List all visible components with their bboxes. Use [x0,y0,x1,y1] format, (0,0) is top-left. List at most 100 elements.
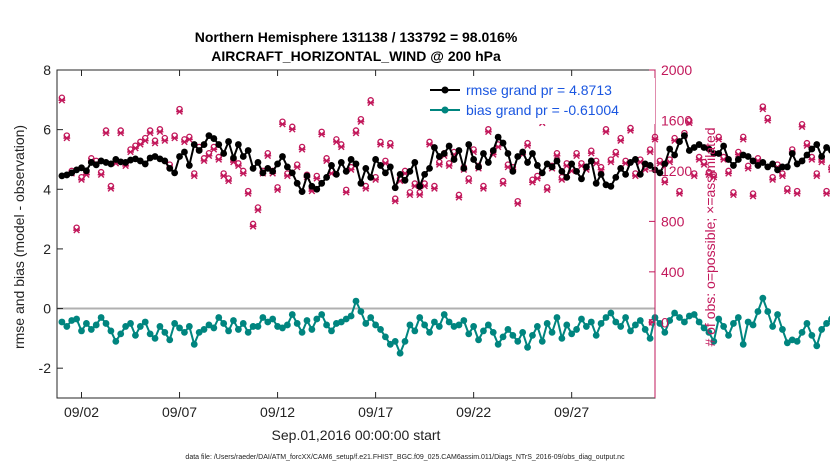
obs-assimilated-marker [367,99,375,107]
obs-assimilated-marker [749,192,757,200]
y-tick-label: 2 [43,241,51,257]
rmse-point [401,176,409,184]
rmse-point [411,159,419,166]
obs-assimilated-marker [529,178,536,186]
bias-point [793,337,801,345]
obs-assimilated-marker [573,152,580,160]
bias-point [636,317,644,324]
bias-point [529,331,536,339]
obs-assimilated-marker [63,134,71,142]
bias-point [715,315,723,323]
bias-point [279,324,286,332]
y-tick-label: 8 [43,62,51,78]
rmse-point [524,159,531,166]
obs-assimilated-marker [730,191,737,199]
obs-assimilated-marker [798,123,806,131]
obs-assimilated-marker [288,125,296,133]
rmse-point [592,179,600,187]
bias-point [92,321,100,329]
rmse-point [499,139,507,147]
y-right-tick-label: 400 [661,264,685,280]
rmse-point [573,167,580,175]
rmse-point [631,156,639,163]
bias-point [705,329,713,336]
bias-point [666,317,674,324]
rmse-point [730,162,737,169]
bias-point [813,342,821,350]
bias-point [470,323,478,330]
bias-point [205,321,213,329]
rmse-point [783,163,791,171]
plot-area [57,70,655,398]
bias-point [357,308,365,315]
bias-point [582,323,590,330]
bias-point [681,318,688,326]
obs-assimilated-marker [445,162,453,170]
rmse-point [754,162,762,169]
bias-point [700,324,708,332]
rmse-point [450,156,458,163]
obs-assimilated-marker [215,156,223,163]
rmse-point [744,153,752,160]
obs-assimilated-marker [97,171,105,179]
bias-point [475,336,482,344]
obs-assimilated-marker [171,134,179,142]
bias-point [612,318,620,326]
bias-point [362,320,370,327]
obs-assimilated-marker [744,165,752,172]
bias-point [783,339,791,347]
bias-point [597,320,605,327]
bias-point [484,321,492,329]
obs-assimilated-marker [151,139,159,147]
bias-point [504,326,512,333]
obs-assimilated-marker [176,108,183,115]
rmse-point [725,156,732,163]
rmse-point [367,173,375,181]
obs-assimilated-marker [431,185,438,192]
bias-point [587,318,595,326]
bias-point [524,343,531,351]
bias-point [156,323,164,330]
bias-point [391,337,399,345]
obs-assimilated-marker [769,176,777,184]
obs-assimilated-marker [254,206,262,214]
rmse-point [303,172,311,180]
y-right-tick-label: 1200 [661,163,692,179]
rmse-point [720,142,728,150]
rmse-point [597,170,605,178]
rmse-point [612,173,620,181]
rmse-series [58,132,830,196]
obs-assimilated-marker [813,172,821,180]
obs-assimilated-marker [323,157,330,165]
rmse-point [671,151,679,159]
bias-point [117,330,125,338]
bias-point [435,323,443,330]
rmse-point [68,169,76,177]
x-tick-label: 09/27 [554,404,589,420]
footnote: data file: /Users/raeder/DAI/ATM_forcXX/… [185,454,625,461]
rmse-point [205,132,213,140]
bias-point [622,314,629,321]
rmse-point [181,148,188,156]
bias-point [548,329,556,336]
bias-point [823,320,830,327]
rmse-point [533,162,541,169]
obs-assimilated-marker [342,189,350,196]
bias-point [73,315,81,323]
rmse-point [455,147,463,154]
rmse-point [627,159,634,166]
obs-assimilated-marker [352,129,360,137]
obs-assimilated-marker [514,200,522,208]
bias-point [141,318,149,326]
bias-point [283,321,291,329]
rmse-point [362,165,370,172]
rmse-point [279,153,286,160]
rmse-point [803,151,811,159]
rmse-point [328,162,335,169]
rmse-point [308,182,316,190]
legend-bias-label: bias grand pr = -0.61004 [466,102,619,118]
obs-assimilated-marker [298,146,306,153]
rmse-point [200,141,208,148]
rmse-point [494,133,502,141]
